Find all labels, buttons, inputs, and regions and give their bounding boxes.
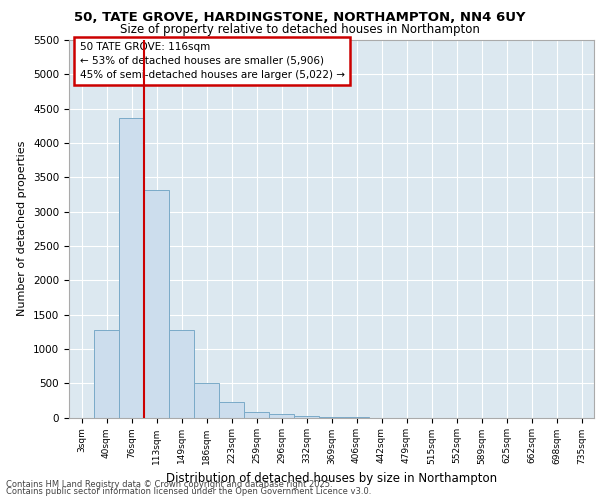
Bar bbox=[194, 383, 219, 418]
Text: 50 TATE GROVE: 116sqm
← 53% of detached houses are smaller (5,906)
45% of semi-d: 50 TATE GROVE: 116sqm ← 53% of detached … bbox=[79, 42, 344, 80]
Bar bbox=[219, 402, 244, 417]
Text: Size of property relative to detached houses in Northampton: Size of property relative to detached ho… bbox=[120, 22, 480, 36]
Bar bbox=[319, 417, 344, 418]
Text: Contains public sector information licensed under the Open Government Licence v3: Contains public sector information licen… bbox=[6, 488, 371, 496]
Bar bbox=[119, 118, 144, 418]
Bar bbox=[169, 330, 194, 418]
Bar bbox=[294, 416, 319, 418]
Bar bbox=[244, 412, 269, 418]
Bar bbox=[269, 414, 294, 418]
Y-axis label: Number of detached properties: Number of detached properties bbox=[17, 141, 28, 316]
Bar bbox=[144, 190, 169, 418]
X-axis label: Distribution of detached houses by size in Northampton: Distribution of detached houses by size … bbox=[166, 472, 497, 485]
Text: Contains HM Land Registry data © Crown copyright and database right 2025.: Contains HM Land Registry data © Crown c… bbox=[6, 480, 332, 489]
Text: 50, TATE GROVE, HARDINGSTONE, NORTHAMPTON, NN4 6UY: 50, TATE GROVE, HARDINGSTONE, NORTHAMPTO… bbox=[74, 11, 526, 24]
Bar bbox=[94, 330, 119, 418]
